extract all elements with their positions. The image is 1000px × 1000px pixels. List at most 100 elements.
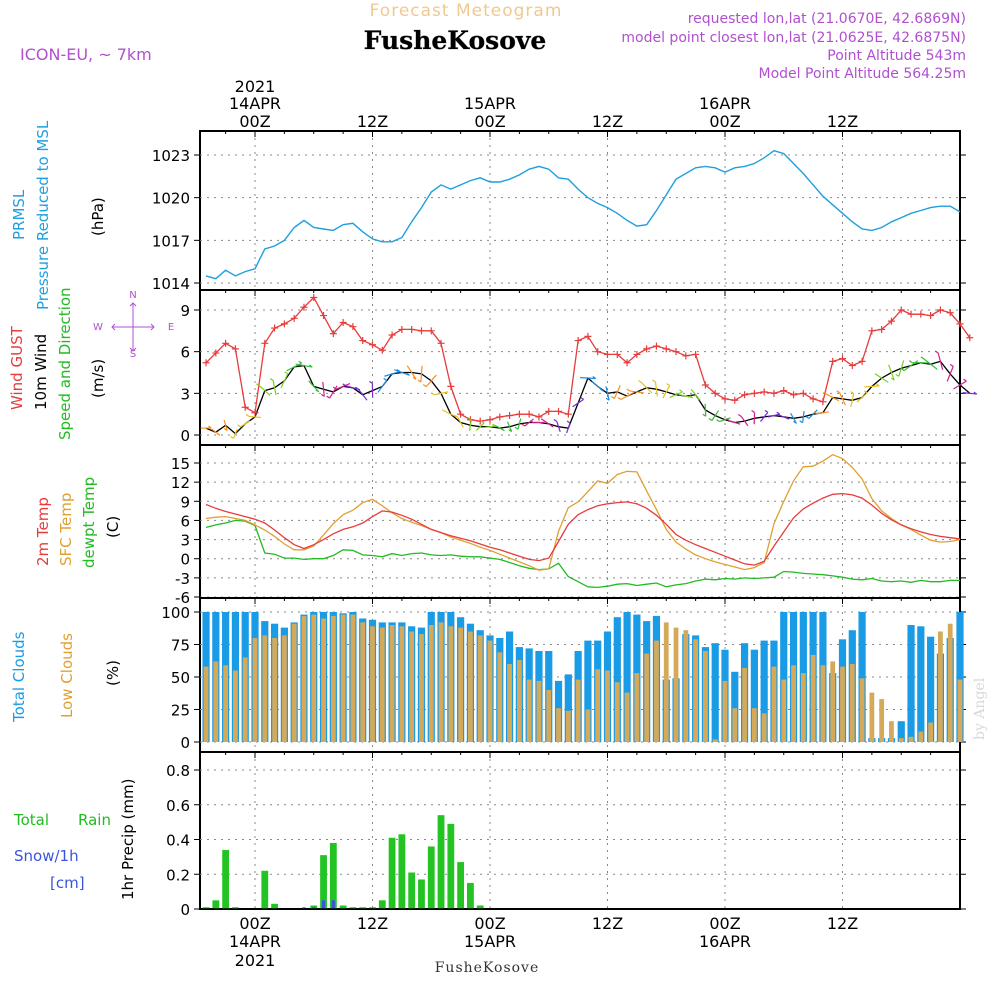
wind-gust-marker — [741, 391, 749, 399]
wind-gust-marker — [868, 327, 876, 335]
y-tick-label: 9 — [180, 493, 190, 511]
low-cloud-bar — [448, 626, 454, 742]
compass-west: W — [93, 322, 103, 333]
y-tick-label: 1014 — [152, 275, 190, 293]
top-axis-date-label: 14APR — [229, 94, 281, 113]
wind-direction-arrow — [751, 409, 756, 425]
y-tick-label: -3 — [175, 570, 190, 588]
wind-gust-marker — [819, 398, 827, 406]
wind-gust-marker — [584, 332, 592, 340]
wind-direction-arrow — [726, 418, 741, 425]
rain-bar — [427, 846, 435, 909]
wind-unit-label: (m/s) — [89, 359, 107, 398]
wind-direction-arrow — [778, 414, 790, 420]
wind-direction-arrow — [540, 418, 554, 428]
rain-bar — [408, 872, 416, 909]
bottom-axis-hour-label: 00Z — [474, 914, 505, 933]
temp-dewpt-label: dewpt Temp — [80, 477, 98, 568]
wind-direction-arrow — [506, 421, 513, 433]
wind-direction-arrow — [553, 419, 561, 433]
precip-panel-labels: Total Rain Snow/1h [cm] 1hr Precip (mm) — [13, 779, 137, 900]
total-cloud-bar — [711, 643, 719, 742]
bottom-axis-hour-label: 00Z — [239, 914, 270, 933]
wind-direction-arrow — [521, 418, 534, 427]
bottom-axis-hour-label: 12Z — [827, 914, 858, 933]
compass-arrows — [111, 302, 155, 352]
low-cloud-bar — [507, 664, 512, 742]
low-cloud-bar — [409, 631, 415, 742]
wind-direction-arrow — [638, 380, 653, 394]
wind-gust-marker — [643, 345, 651, 353]
low-cloud-bar — [330, 615, 336, 742]
wind-direction-arrow — [708, 410, 720, 422]
y-tick-label: 75 — [171, 637, 190, 655]
low-cloud-bar — [810, 654, 816, 742]
low-cloud-bar — [360, 622, 366, 742]
wind-direction-arrow — [626, 388, 645, 394]
wind-gust-marker — [437, 339, 445, 347]
total-cloud-bar — [897, 721, 905, 742]
wind-direction-arrow — [611, 385, 621, 399]
low-cloud-bar — [487, 640, 493, 742]
snow-label: Snow/1h — [14, 847, 79, 865]
total-cloud-bar — [907, 625, 915, 742]
wind-direction-arrow — [269, 378, 277, 396]
low-cloud-bar — [272, 638, 277, 742]
footer-location: FusheKosove — [435, 960, 540, 976]
total-cloud-bar — [731, 671, 739, 742]
wind-direction-arrow — [908, 360, 930, 364]
wind-gust-marker — [271, 324, 279, 332]
wind-panel-labels: Wind GUST 10m Wind Speed and Direction (… — [8, 287, 174, 440]
rain-bar — [457, 862, 465, 909]
low-cloud-bar — [565, 710, 571, 742]
wind-direction-arrow — [856, 390, 868, 403]
wind-gust-marker — [280, 320, 288, 328]
total-clouds-label: Total Clouds — [10, 631, 28, 723]
low-cloud-bar — [311, 614, 317, 742]
rain-bar — [339, 905, 347, 909]
cloud-unit-label: (%) — [104, 660, 122, 686]
wind-gust-marker — [398, 325, 406, 333]
rain-bar — [261, 870, 269, 909]
wind-gust-marker — [623, 359, 631, 367]
wind-direction-arrow — [768, 411, 781, 418]
total-label: Total — [13, 811, 49, 829]
wind-gust-marker — [202, 359, 210, 367]
low-cloud-bar — [693, 639, 699, 742]
low-clouds-label: Low Clouds — [58, 633, 76, 718]
chart-top-title: Forecast Meteogram — [370, 1, 563, 21]
wind-direction-arrow — [850, 391, 855, 408]
wind-gust-marker — [750, 389, 758, 397]
wind-gust-marker — [339, 319, 347, 326]
low-cloud-bar — [350, 614, 356, 742]
wind-direction-arrow — [580, 375, 597, 380]
wind-gust-marker — [251, 409, 259, 417]
low-cloud-bar — [536, 680, 542, 742]
wind-direction-arrow — [669, 389, 683, 399]
wind-gust-marker — [515, 410, 523, 418]
wind-direction-arrow — [223, 419, 228, 432]
wind-gust-marker — [545, 407, 553, 415]
wind-gust-marker — [652, 342, 660, 350]
wind-direction-arrow — [200, 425, 212, 429]
low-cloud-bar — [830, 661, 836, 742]
rain-bar — [476, 905, 484, 909]
low-cloud-bar — [742, 667, 747, 742]
low-cloud-bar — [673, 627, 679, 742]
low-cloud-bar — [751, 708, 757, 742]
wind-direction-arrow — [864, 383, 880, 388]
wind-compass-rose: N S W E — [93, 290, 174, 360]
pressure-panel-labels: PRMSL Pressure Reduced to MSL (hPa) — [10, 120, 107, 310]
rain-label: Rain — [78, 811, 111, 829]
wind-direction-arrow — [494, 424, 505, 432]
wind-gust-marker — [799, 389, 807, 397]
y-tick-label: 1020 — [152, 190, 190, 208]
rain-bar — [349, 907, 357, 909]
total-cloud-bar — [564, 674, 572, 742]
temp-2m-label: 2m Temp — [34, 497, 52, 566]
wind-10m-label: 10m Wind — [32, 334, 50, 410]
low-cloud-bar — [546, 690, 552, 742]
total-cloud-bar — [956, 612, 964, 742]
precip-frame — [199, 751, 961, 910]
